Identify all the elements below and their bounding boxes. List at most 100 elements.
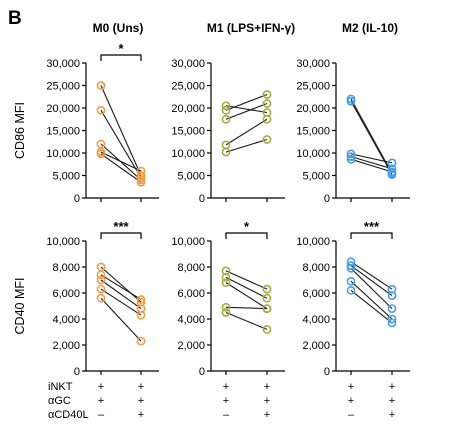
data-point [96,275,106,285]
panel-letter: B [8,8,22,29]
y-tick-label: 5,000 [52,171,80,183]
data-point [262,284,272,294]
data-point [96,270,106,280]
y-tick-label: 10,000 [171,236,205,248]
panel-3: M2 (IL-10) 0 5,000 10,000 15,000 20,000 25,000… [296,21,410,205]
data-point [136,336,146,346]
y-tick-label: 10,000 [296,148,330,160]
condition-symbol: + [138,395,144,407]
y-tick-label: 15,000 [46,126,80,138]
pair-line [225,93,268,111]
y-tick-label: 4,000 [52,314,80,326]
pair-line [225,282,268,310]
data-point [387,314,397,324]
y-tick-label: 20,000 [171,103,205,115]
y-tick-label: 0 [74,366,80,378]
y-tick-label: 10,000 [171,148,205,160]
y-tick-label: 30,000 [296,58,330,70]
y-tick-label: 0 [74,193,80,205]
data-point [262,324,272,334]
y-tick-label: 0 [199,366,205,378]
pair-line [225,118,268,146]
pair-line [350,261,393,290]
pair-line [225,311,268,330]
pair-line [100,151,142,172]
data-point [221,105,231,115]
y-tick-label: 10,000 [46,148,80,160]
pair-line [100,274,142,300]
y-tick-label: 10,000 [46,236,80,248]
significance-label: *** [113,219,129,234]
pair-line [225,102,268,120]
y-tick-label: 5,000 [177,171,205,183]
data-point [387,167,397,177]
condition-symbol: + [138,409,144,421]
significance-bracket [100,54,142,61]
y-tick-label: 20,000 [296,103,330,115]
data-point [262,304,272,313]
y-tick-label: 8,000 [177,262,205,274]
y-tick-label: 30,000 [46,58,80,70]
data-point [136,166,146,176]
y-tick-label: 25,000 [46,81,80,93]
data-point [136,310,146,320]
pair-line [100,109,142,179]
data-point [387,170,397,179]
data-point [387,158,397,168]
data-point [262,114,272,124]
pair-line [350,100,393,175]
data-point [96,293,106,303]
panel-6: 0 2,000 4,000 6,000 8,000 10,000 *** [296,219,410,378]
panel-title: M1 (LPS+IFN-γ) [207,21,295,35]
y-tick-label: 0 [324,366,330,378]
y-axis-label: CD86 MFI [13,102,27,159]
data-point [96,81,106,90]
data-point [221,272,231,282]
condition-symbol: – [98,409,105,421]
pair-line [350,158,393,173]
data-point [136,177,146,187]
data-point [262,293,272,303]
y-tick-label: 10,000 [296,236,330,248]
significance-bracket [100,232,142,239]
y-tick-label: 2,000 [302,340,330,352]
condition-symbol: – [223,409,230,421]
y-tick-label: 15,000 [171,126,205,138]
pair-line [350,267,393,309]
pair-line [225,138,268,153]
y-tick-label: 0 [199,193,205,205]
y-tick-label: 2,000 [52,340,80,352]
pair-line [100,288,142,316]
pair-line [225,306,268,310]
data-point [346,149,356,159]
condition-symbol: + [348,381,354,393]
data-point [96,149,106,159]
panel-title: M2 (IL-10) [342,21,398,35]
y-tick-label: 8,000 [302,262,330,274]
y-tick-label: 6,000 [177,288,205,300]
y-tick-label: 6,000 [302,288,330,300]
condition-symbol: + [389,409,395,421]
condition-label: iNKT [48,381,73,393]
data-point [346,152,356,161]
panel-4: CD40 MFI 0 2,000 4,000 6,000 8,000 10,000 *** [13,219,159,378]
data-point [221,147,231,157]
y-tick-label: 30,000 [171,58,205,70]
pair-line [100,297,142,342]
data-point [346,285,356,295]
significance-bracket [350,232,393,239]
panels: M0 (Uns) CD86 MFI 0 5,000 10,000 15,000 20,000… [13,21,410,378]
significance-label: *** [364,219,380,234]
pair-line [100,279,142,310]
data-point [221,114,231,124]
data-point [96,105,106,115]
pair-line [350,153,393,164]
condition-label: αGC [48,395,71,407]
y-tick-label: 2,000 [177,340,205,352]
y-tick-label: 4,000 [177,314,205,326]
data-point [96,284,106,294]
y-tick-label: 0 [324,193,330,205]
pair-line [225,105,268,114]
significance-label: * [244,219,250,234]
